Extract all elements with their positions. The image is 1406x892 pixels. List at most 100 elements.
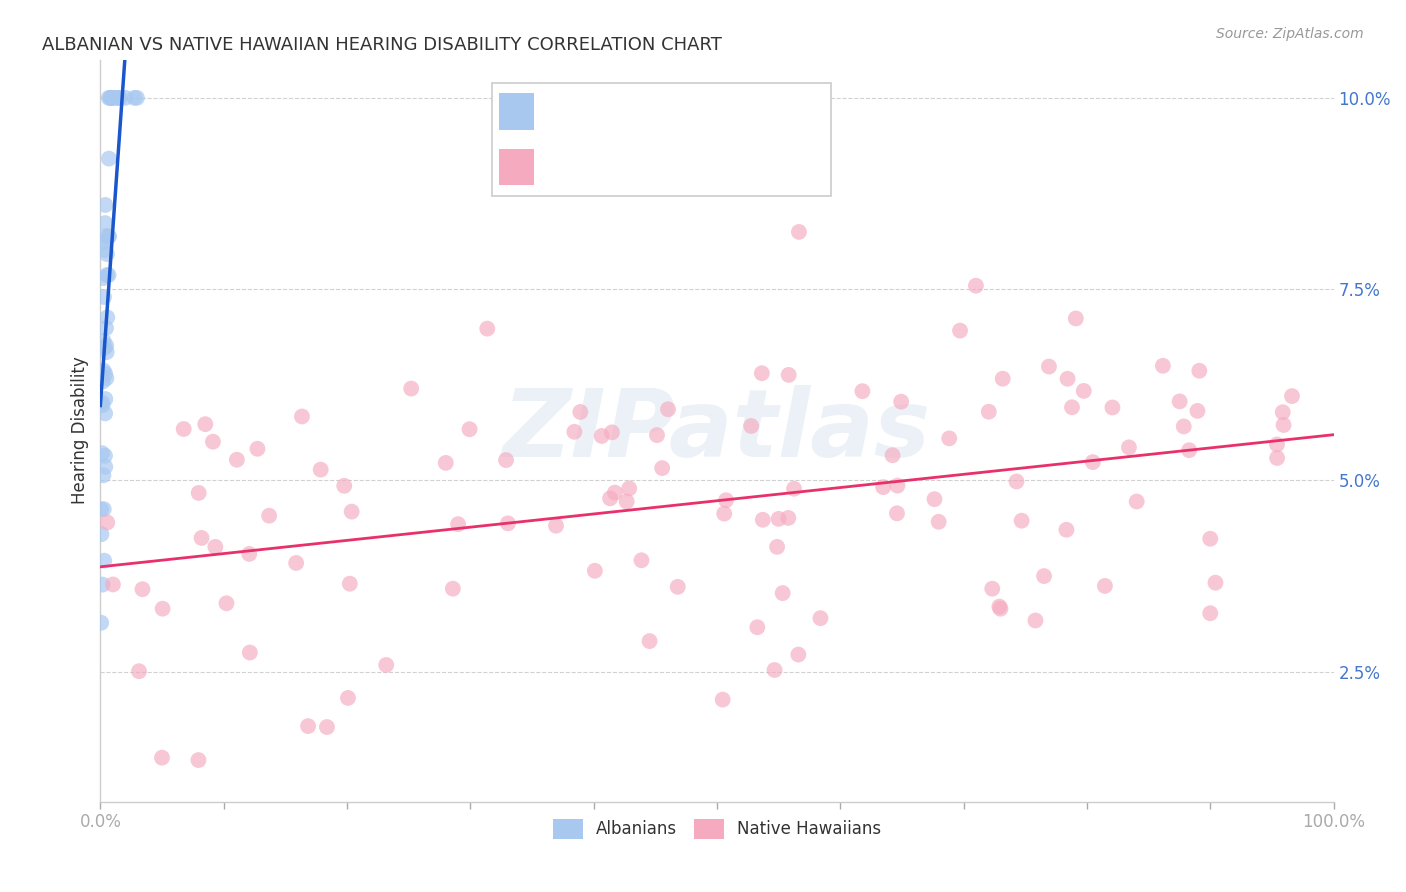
Point: [114, 91, 136, 105]
Point: [441, 582, 464, 596]
Point: [93, 468, 115, 483]
Point: [768, 512, 790, 526]
Point: [1272, 417, 1295, 432]
Point: [94, 406, 117, 420]
Point: [108, 91, 131, 105]
Point: [564, 425, 586, 439]
Point: [1199, 532, 1222, 546]
Point: [988, 599, 1011, 614]
Point: [938, 431, 960, 445]
Point: [924, 492, 946, 507]
Point: [101, 577, 124, 591]
Point: [98, 229, 121, 244]
Point: [100, 91, 122, 105]
Point: [1178, 443, 1201, 458]
Point: [763, 663, 786, 677]
Point: [872, 480, 894, 494]
Point: [131, 582, 153, 597]
Point: [740, 419, 762, 434]
Point: [949, 324, 972, 338]
Point: [257, 508, 280, 523]
Point: [981, 582, 1004, 596]
Point: [187, 486, 209, 500]
Point: [1038, 359, 1060, 374]
Point: [399, 382, 422, 396]
Point: [1118, 441, 1140, 455]
Point: [94, 392, 117, 406]
Point: [713, 507, 735, 521]
Point: [150, 750, 173, 764]
Point: [339, 576, 361, 591]
Point: [778, 511, 800, 525]
Point: [98, 91, 121, 105]
Point: [91, 375, 114, 389]
Point: [890, 394, 912, 409]
Point: [977, 405, 1000, 419]
Point: [666, 580, 689, 594]
Point: [638, 634, 661, 648]
Point: [105, 91, 128, 105]
Text: Source: ZipAtlas.com: Source: ZipAtlas.com: [1216, 27, 1364, 41]
Point: [94, 243, 117, 257]
Point: [599, 491, 621, 506]
Point: [96, 268, 118, 282]
Point: [375, 657, 398, 672]
Point: [93, 554, 115, 568]
Point: [1125, 494, 1147, 508]
Point: [215, 596, 238, 610]
Point: [93, 502, 115, 516]
Point: [810, 611, 832, 625]
Point: [600, 425, 623, 440]
Point: [309, 463, 332, 477]
Point: [1073, 384, 1095, 398]
Point: [1005, 475, 1028, 489]
Point: [1024, 614, 1046, 628]
Point: [101, 91, 124, 105]
Point: [1265, 437, 1288, 451]
Point: [316, 720, 339, 734]
Point: [772, 586, 794, 600]
Point: [94, 198, 117, 212]
Point: [173, 422, 195, 436]
Point: [752, 513, 775, 527]
Point: [787, 648, 810, 662]
Point: [928, 515, 950, 529]
Point: [645, 428, 668, 442]
Point: [90, 615, 112, 630]
Point: [434, 456, 457, 470]
Point: [94, 459, 117, 474]
Point: [201, 434, 224, 449]
Point: [239, 646, 262, 660]
Point: [591, 429, 613, 443]
Point: [544, 518, 567, 533]
Point: [93, 363, 115, 377]
Point: [751, 366, 773, 380]
Point: [97, 91, 120, 105]
Point: [96, 247, 118, 261]
Point: [714, 493, 737, 508]
Point: [1060, 401, 1083, 415]
Point: [787, 225, 810, 239]
Point: [886, 506, 908, 520]
Point: [1011, 514, 1033, 528]
Point: [97, 152, 120, 166]
Point: [766, 540, 789, 554]
Point: [94, 449, 117, 463]
Point: [886, 478, 908, 492]
Point: [1056, 372, 1078, 386]
Point: [630, 553, 652, 567]
Point: [97, 229, 120, 244]
Point: [711, 692, 734, 706]
Point: [1101, 401, 1123, 415]
Point: [285, 556, 308, 570]
Point: [477, 321, 499, 335]
Point: [91, 398, 114, 412]
Point: [496, 516, 519, 531]
Point: [1064, 311, 1087, 326]
Point: [94, 229, 117, 244]
Point: [603, 485, 626, 500]
Point: [91, 271, 114, 285]
Point: [93, 290, 115, 304]
Point: [783, 482, 806, 496]
Point: [225, 452, 247, 467]
